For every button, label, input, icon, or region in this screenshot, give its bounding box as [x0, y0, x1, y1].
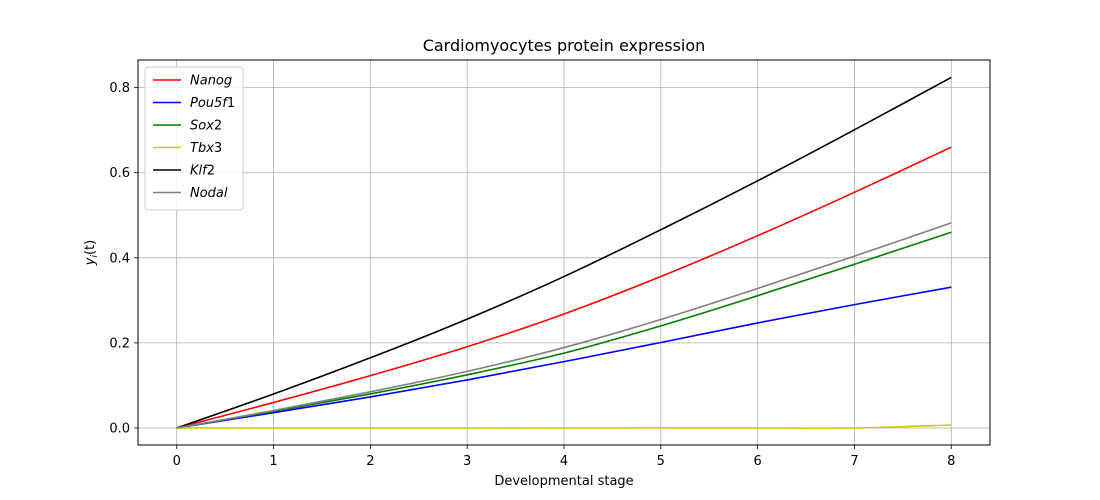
x-tick-label: 8 [947, 454, 955, 469]
chart-title: Cardiomyocytes protein expression [423, 36, 706, 55]
legend-label-italic: Nodal [190, 186, 228, 201]
x-tick-label: 4 [560, 454, 568, 469]
y-axis-var: y [83, 257, 98, 266]
y-tick-label: 0.0 [109, 421, 130, 436]
y-tick-label: 0.6 [109, 166, 130, 181]
legend-label: Sox2 [190, 119, 222, 134]
y-tick-label: 0.2 [109, 336, 130, 351]
series-line-nanog [176, 146, 952, 429]
x-tick-label: 2 [366, 454, 374, 469]
series-line-nodal [176, 222, 952, 429]
legend-label: Nodal [190, 186, 228, 201]
series-line-klf2 [176, 76, 952, 429]
legend-label-italic: Tbx [190, 141, 214, 156]
series-line-sox2 [176, 231, 952, 429]
series-line-pou5f1 [176, 286, 952, 429]
plot-lines [176, 76, 952, 430]
y-axis-rest: (t) [83, 240, 98, 255]
legend-label: Tbx3 [190, 141, 222, 156]
x-tick-label: 0 [173, 454, 181, 469]
legend-label-plain: 2 [207, 164, 215, 179]
legend-label-italic: Nanog [190, 74, 232, 89]
legend-label-plain: 3 [214, 141, 222, 156]
legend-label: Pou5f1 [190, 96, 235, 111]
x-axis-title: Developmental stage [494, 474, 633, 489]
legend-label-italic: Pou5f [190, 96, 229, 111]
y-tick-label: 0.4 [109, 251, 130, 266]
axis-ticks: 0 1 2 3 4 5 6 7 80.00.20.40.60.8 [109, 81, 955, 469]
x-tick-label: 1 [269, 454, 277, 469]
legend-label-plain: 2 [214, 119, 222, 134]
legend-label-plain: 1 [227, 96, 235, 111]
y-axis-subscript: i [90, 255, 100, 258]
series-line-tbx3 [176, 424, 952, 430]
y-tick-label: 0.8 [109, 81, 130, 96]
legend-label-italic: Sox [190, 119, 214, 134]
x-tick-label: 6 [753, 454, 761, 469]
x-tick-label: 5 [657, 454, 665, 469]
legend-label: Nanog [190, 74, 232, 89]
legend-label: Klf2 [190, 164, 215, 179]
x-tick-label: 7 [850, 454, 858, 469]
legend-label-italic: Klf [190, 164, 209, 179]
y-axis-title: yi(t) [83, 240, 100, 266]
grid [138, 60, 990, 445]
x-tick-label: 3 [463, 454, 471, 469]
